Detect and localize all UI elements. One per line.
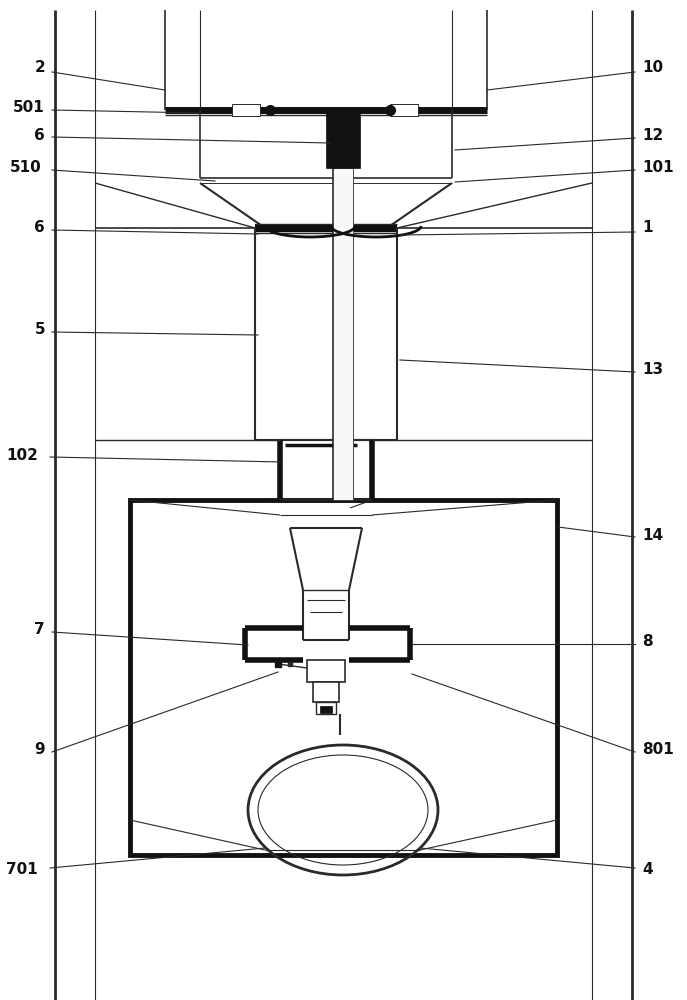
- Bar: [316, 702, 336, 714]
- Text: 13: 13: [642, 362, 663, 377]
- Text: 14: 14: [642, 528, 663, 542]
- Text: 510: 510: [10, 160, 42, 176]
- Text: 6: 6: [34, 221, 45, 235]
- Text: 4: 4: [642, 862, 653, 878]
- Bar: [307, 660, 345, 682]
- Text: 101: 101: [642, 160, 674, 176]
- Bar: [130, 500, 557, 855]
- Text: 12: 12: [642, 127, 663, 142]
- Text: 8: 8: [642, 635, 653, 650]
- Text: 2: 2: [34, 60, 45, 76]
- Bar: [280, 440, 372, 500]
- Text: 1: 1: [642, 221, 653, 235]
- Text: 5: 5: [34, 322, 45, 338]
- Bar: [326, 113, 360, 168]
- Text: 9: 9: [34, 742, 45, 758]
- Bar: [313, 682, 339, 702]
- Text: 701: 701: [6, 862, 38, 878]
- Bar: [390, 104, 418, 116]
- Bar: [333, 168, 353, 500]
- Text: 6: 6: [34, 127, 45, 142]
- Text: 10: 10: [642, 60, 663, 76]
- Bar: [320, 706, 332, 713]
- Text: 801: 801: [642, 742, 674, 758]
- Text: 7: 7: [34, 622, 45, 638]
- Bar: [232, 104, 260, 116]
- Text: 501: 501: [13, 101, 45, 115]
- Text: 102: 102: [6, 448, 38, 462]
